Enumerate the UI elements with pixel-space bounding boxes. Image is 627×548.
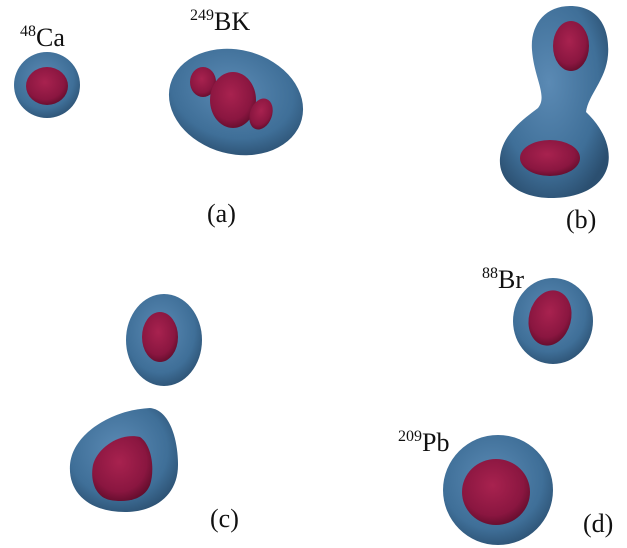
panel-label: (c) <box>210 504 239 533</box>
nucleus-label: 88Br <box>482 265 524 294</box>
mass: 249 <box>190 7 214 24</box>
nucleus-label: 48Ca <box>20 23 65 52</box>
panel-label: (d) <box>583 509 613 538</box>
nucleus-label: 249BK <box>190 7 250 36</box>
symbol: Ca <box>36 23 65 52</box>
panel-d: 88Br 209Pb (d) <box>398 265 613 545</box>
mass: 209 <box>398 428 422 445</box>
nucleus-label: 209Pb <box>398 428 449 457</box>
fragment-inner-top <box>553 21 589 71</box>
panel-c: (c) <box>70 294 239 533</box>
symbol: Br <box>498 265 524 294</box>
figure: 48Ca 249BK (a) (b) (c) 88Br 209Pb (d) <box>0 0 627 548</box>
symbol: Pb <box>422 428 449 457</box>
symbol: BK <box>214 7 250 36</box>
panel-label: (b) <box>566 205 596 234</box>
fragment-inner-bottom <box>520 140 580 176</box>
panel-label: (a) <box>207 199 236 228</box>
panel-a: 48Ca 249BK (a) <box>14 7 315 228</box>
mass: 48 <box>20 23 36 40</box>
ca-inner <box>26 67 68 105</box>
bk-inner-center <box>210 72 256 128</box>
fragment-inner-top <box>142 312 178 362</box>
page: {"panels": [ {"label": "(a)", "nuclei": … <box>0 0 627 548</box>
mass: 88 <box>482 265 498 282</box>
panel-b: (b) <box>500 6 609 234</box>
pb-inner <box>462 459 530 525</box>
